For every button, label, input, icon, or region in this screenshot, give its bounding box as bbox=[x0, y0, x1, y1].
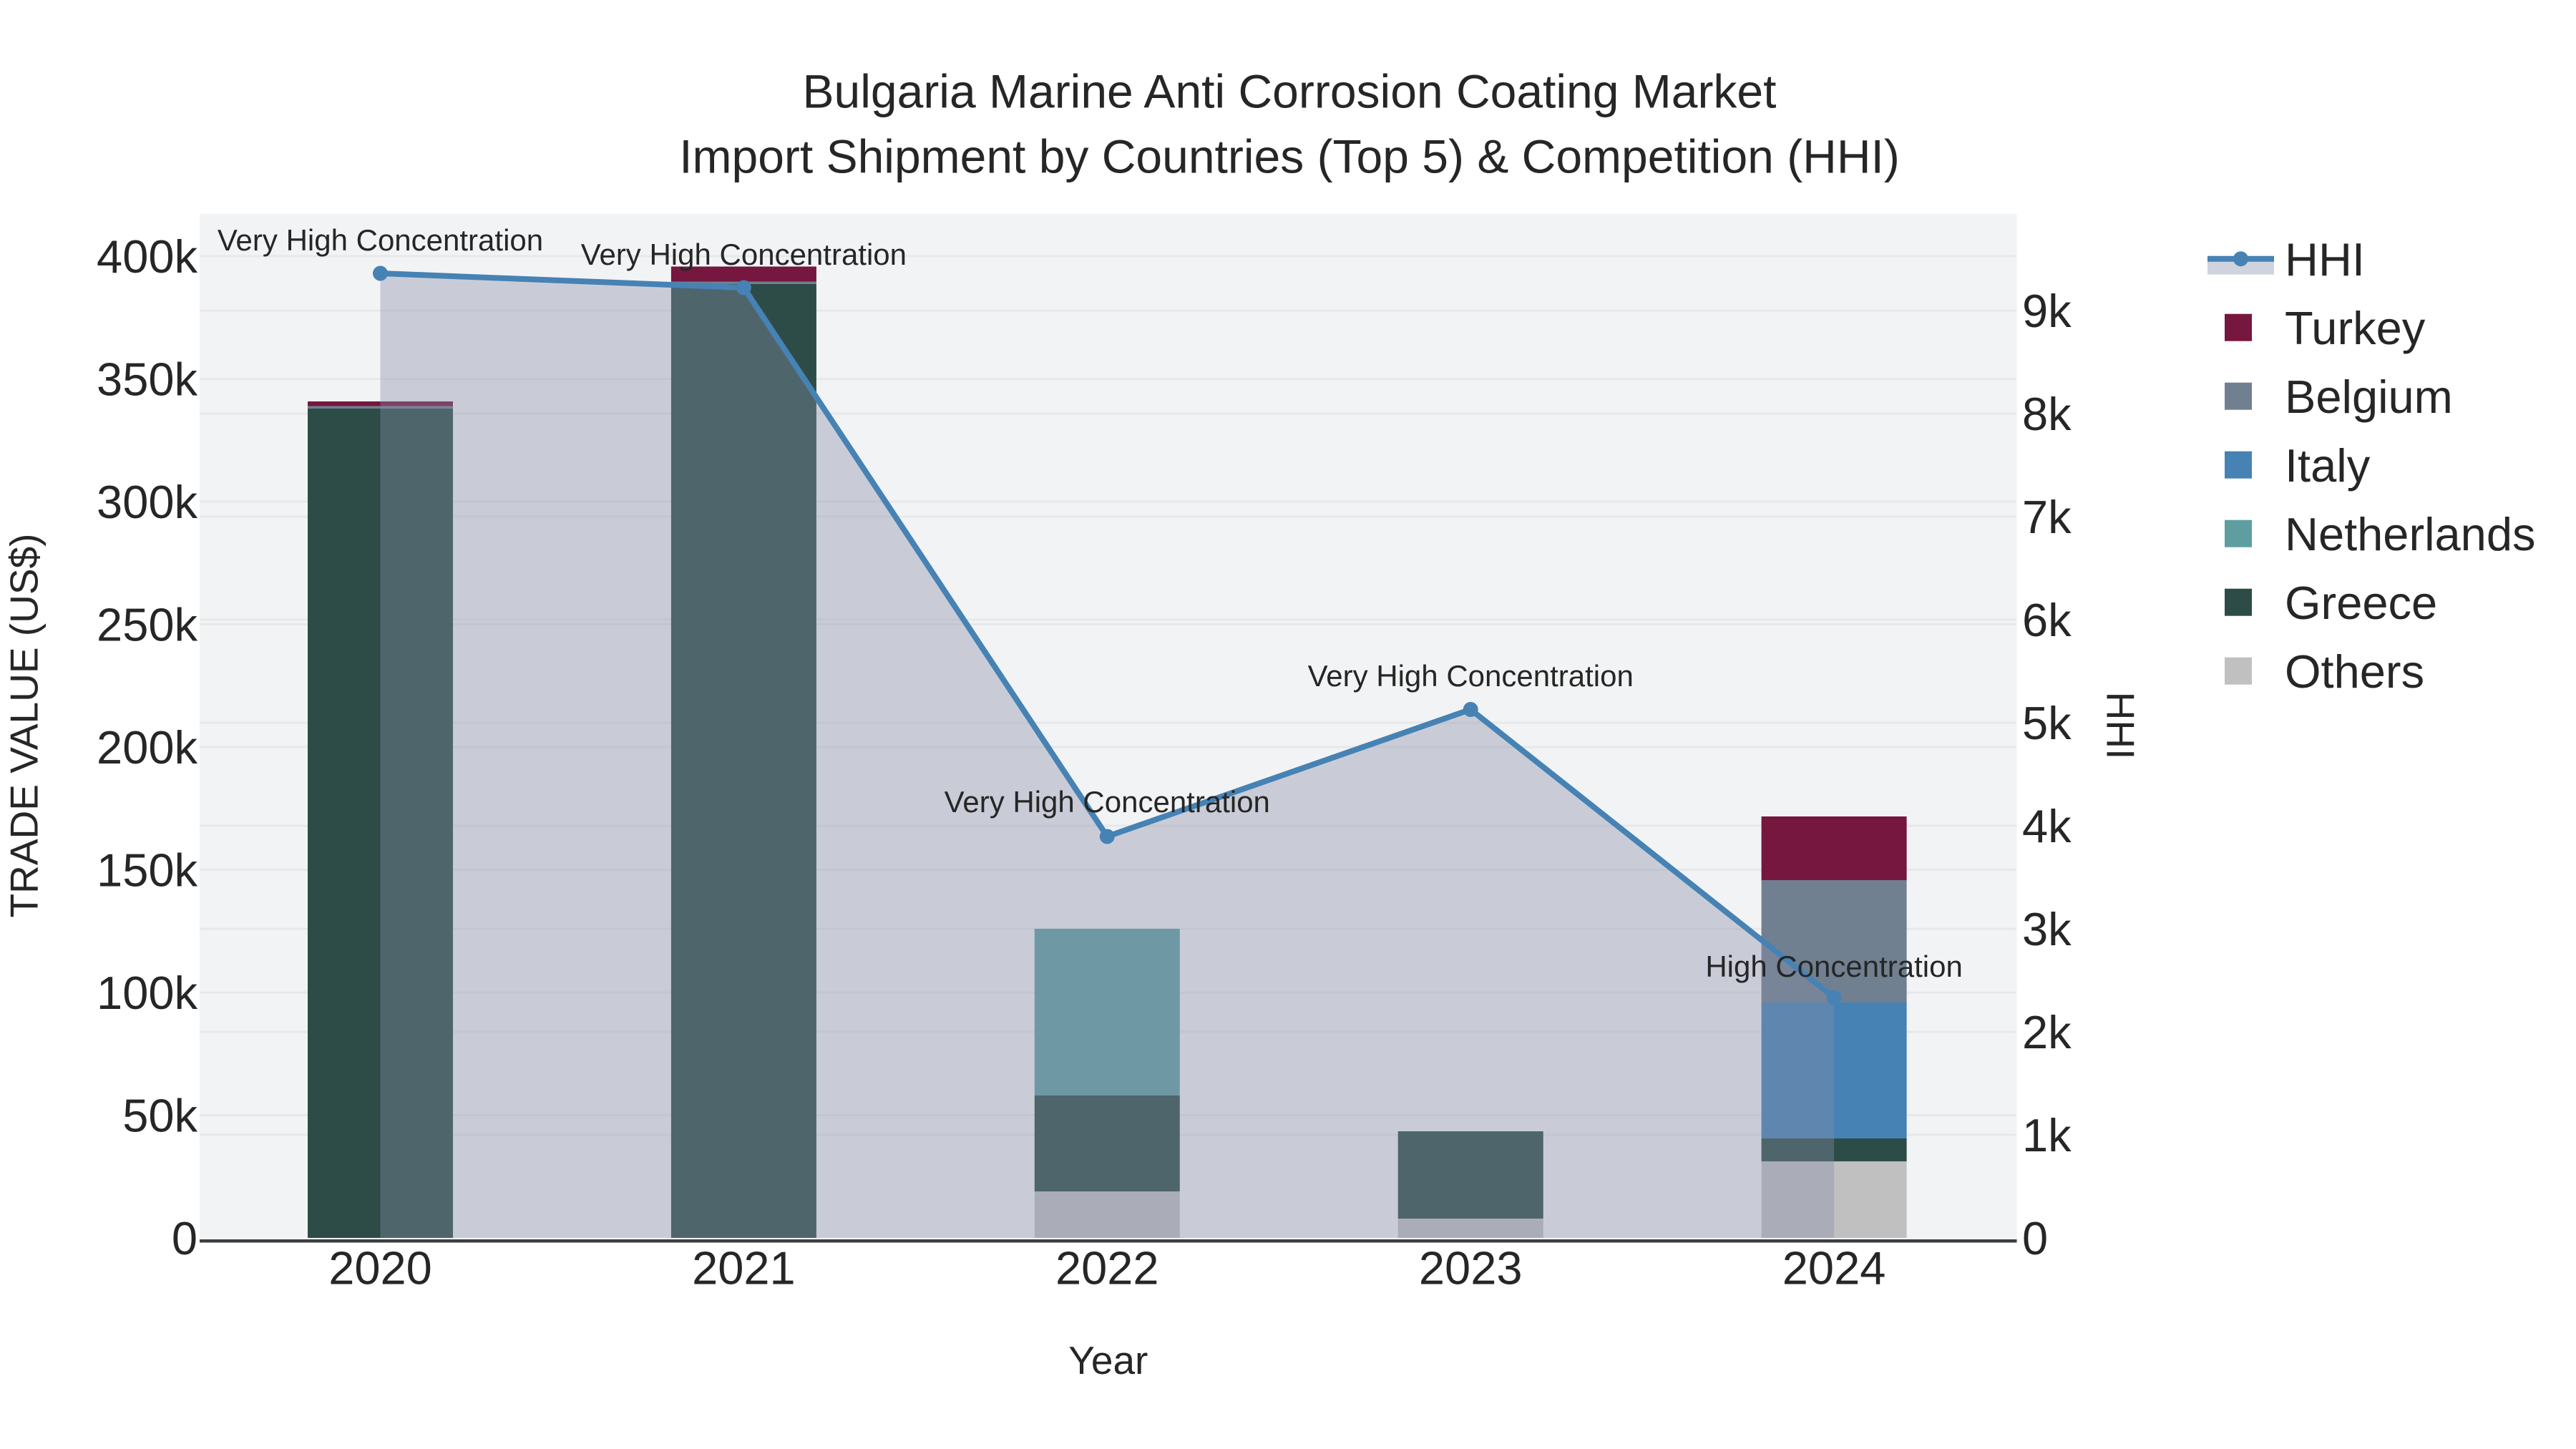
svg-text:Belgium: Belgium bbox=[2285, 371, 2453, 423]
svg-text:2023: 2023 bbox=[1419, 1242, 1523, 1294]
svg-text:2024: 2024 bbox=[1782, 1242, 1886, 1294]
svg-text:0: 0 bbox=[172, 1212, 197, 1264]
svg-text:4k: 4k bbox=[2022, 800, 2072, 852]
svg-text:Very High Concentration: Very High Concentration bbox=[581, 238, 907, 271]
svg-text:400k: 400k bbox=[97, 230, 197, 283]
svg-text:Very High Concentration: Very High Concentration bbox=[218, 223, 543, 257]
svg-text:Greece: Greece bbox=[2285, 577, 2437, 629]
svg-text:HHI: HHI bbox=[2285, 233, 2365, 286]
svg-text:2k: 2k bbox=[2022, 1006, 2072, 1058]
svg-text:7k: 7k bbox=[2022, 491, 2072, 543]
svg-text:200k: 200k bbox=[97, 721, 197, 774]
svg-text:2020: 2020 bbox=[328, 1242, 432, 1294]
svg-text:HHI: HHI bbox=[2099, 692, 2143, 760]
svg-text:6k: 6k bbox=[2022, 594, 2072, 646]
svg-text:High Concentration: High Concentration bbox=[1705, 950, 1963, 983]
svg-text:Italy: Italy bbox=[2285, 439, 2371, 492]
svg-text:350k: 350k bbox=[97, 353, 197, 406]
svg-text:Very High Concentration: Very High Concentration bbox=[1308, 659, 1634, 693]
svg-text:100k: 100k bbox=[97, 967, 197, 1019]
svg-text:5k: 5k bbox=[2022, 697, 2072, 749]
svg-text:Import Shipment by Countries (: Import Shipment by Countries (Top 5) & C… bbox=[679, 130, 1900, 182]
svg-text:2021: 2021 bbox=[692, 1242, 796, 1294]
svg-text:250k: 250k bbox=[97, 599, 197, 651]
svg-text:Bulgaria Marine Anti Corrosion: Bulgaria Marine Anti Corrosion Coating M… bbox=[803, 65, 1777, 118]
svg-text:3k: 3k bbox=[2022, 903, 2072, 955]
svg-text:Year: Year bbox=[1068, 1338, 1148, 1382]
svg-text:2022: 2022 bbox=[1055, 1242, 1159, 1294]
svg-text:9k: 9k bbox=[2022, 285, 2072, 337]
svg-text:8k: 8k bbox=[2022, 388, 2072, 440]
svg-text:0: 0 bbox=[2022, 1212, 2048, 1264]
svg-text:50k: 50k bbox=[122, 1090, 197, 1142]
svg-text:150k: 150k bbox=[97, 844, 197, 897]
svg-text:Very High Concentration: Very High Concentration bbox=[945, 785, 1270, 819]
svg-text:Netherlands: Netherlands bbox=[2285, 508, 2536, 560]
svg-text:300k: 300k bbox=[97, 476, 197, 528]
svg-text:1k: 1k bbox=[2022, 1109, 2072, 1161]
svg-text:Others: Others bbox=[2285, 645, 2424, 698]
svg-text:TRADE VALUE (US$): TRADE VALUE (US$) bbox=[2, 534, 47, 918]
svg-text:Turkey: Turkey bbox=[2285, 302, 2426, 354]
